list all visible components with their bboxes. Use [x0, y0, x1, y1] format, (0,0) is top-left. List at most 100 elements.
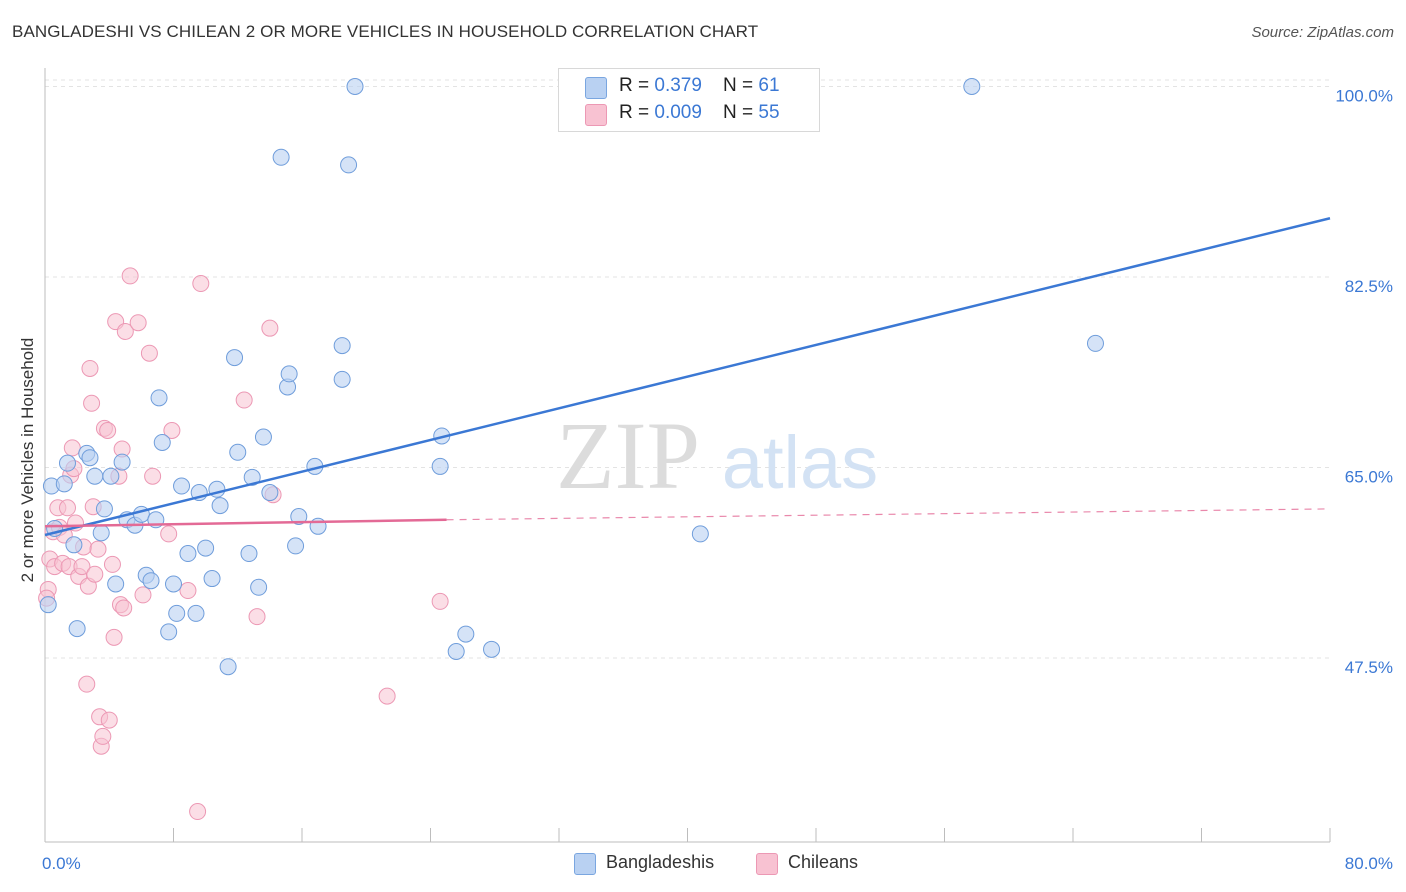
- chilean-point: [103, 555, 121, 573]
- x-tick-label: 80.0%: [1345, 854, 1393, 873]
- chilean-point: [89, 540, 107, 558]
- bangladeshi-point: [81, 449, 99, 467]
- y-tick-label: 100.0%: [1335, 87, 1393, 106]
- bangladeshi-point: [243, 468, 261, 486]
- chilean-point: [86, 565, 104, 583]
- source-label: Source: ZipAtlas.com: [1251, 24, 1394, 41]
- chileans-legend-swatch: [756, 853, 778, 875]
- bangladeshi-point: [173, 477, 191, 495]
- bangladeshi-point: [346, 78, 364, 96]
- n-label: N =: [723, 75, 759, 96]
- bangladeshis-trend-line: [44, 217, 1331, 537]
- bangladeshis-swatch: [585, 77, 607, 99]
- bangladeshi-point: [211, 497, 229, 515]
- chilean-point: [116, 322, 134, 340]
- chart-title: BANGLADESHI VS CHILEAN 2 OR MORE VEHICLE…: [12, 22, 759, 41]
- chilean-point: [115, 599, 133, 617]
- chilean-point: [163, 422, 181, 440]
- gridlines: [45, 79, 1330, 659]
- n-value: 61: [758, 75, 780, 96]
- bangladeshi-point: [55, 475, 73, 493]
- bangladeshi-point: [58, 454, 76, 472]
- bangladeshi-point: [95, 500, 113, 518]
- bangladeshi-point: [187, 604, 205, 622]
- chileans-points: [38, 267, 449, 821]
- bangladeshi-point: [226, 349, 244, 367]
- watermark: ZIP atlas: [556, 402, 878, 509]
- chilean-point: [431, 592, 449, 610]
- stats-legend: R = 0.379 N = 61 R = 0.009 N = 55: [558, 68, 820, 132]
- bangladeshi-point: [179, 545, 197, 563]
- chilean-point: [261, 319, 279, 337]
- chilean-point: [99, 422, 117, 440]
- chilean-point: [192, 275, 210, 293]
- r-label: R =: [619, 102, 655, 123]
- chilean-point: [81, 359, 99, 377]
- chileans-legend-label: Chileans: [788, 852, 859, 872]
- chilean-point: [121, 267, 139, 285]
- chilean-point: [129, 314, 147, 332]
- chilean-point: [94, 727, 112, 745]
- trend-lines: [44, 217, 1331, 537]
- axes: [44, 68, 1331, 843]
- chilean-point: [144, 467, 162, 485]
- chileans-swatch: [585, 104, 607, 126]
- bangladeshi-point: [113, 453, 131, 471]
- bangladeshi-point: [102, 467, 120, 485]
- bangladeshi-point: [1086, 334, 1104, 352]
- bangladeshi-point: [333, 337, 351, 355]
- chilean-point: [73, 558, 91, 576]
- watermark-atlas: atlas: [722, 421, 878, 504]
- chileans-trend-extension: [446, 508, 1331, 521]
- chilean-point: [83, 394, 101, 412]
- bangladeshi-point: [691, 525, 709, 543]
- chilean-point: [63, 439, 81, 457]
- bangladeshi-point: [483, 640, 501, 658]
- bangladeshi-point: [203, 570, 221, 588]
- x-tick-label: 0.0%: [42, 854, 81, 873]
- bangladeshi-point: [68, 620, 86, 638]
- chilean-point: [58, 499, 76, 517]
- chilean-point: [189, 803, 207, 821]
- watermark-zip: ZIP: [556, 402, 700, 509]
- bangladeshi-point: [219, 658, 237, 676]
- bangladeshi-point: [963, 78, 981, 96]
- y-tick-label: 65.0%: [1345, 468, 1393, 487]
- bangladeshi-point: [229, 443, 247, 461]
- bangladeshi-point: [290, 508, 308, 526]
- chileans-trend-line: [44, 518, 447, 528]
- chilean-point: [378, 687, 396, 705]
- bangladeshi-point: [431, 457, 449, 475]
- bangladeshi-point: [65, 536, 83, 554]
- chilean-point: [179, 582, 197, 600]
- bangladeshi-point: [92, 524, 110, 542]
- bangladeshis-points: [39, 78, 1104, 676]
- chilean-point: [134, 586, 152, 604]
- chilean-point: [160, 525, 178, 543]
- bangladeshi-point: [197, 539, 215, 557]
- bangladeshi-point: [333, 370, 351, 388]
- chilean-point: [78, 675, 96, 693]
- bangladeshi-point: [280, 365, 298, 383]
- r-value: 0.379: [654, 75, 702, 96]
- bangladeshi-point: [254, 428, 272, 446]
- r-value: 0.009: [654, 102, 702, 123]
- bangladeshi-point: [39, 596, 57, 614]
- bangladeshis-legend-label: Bangladeshis: [606, 852, 715, 872]
- bangladeshi-point: [261, 484, 279, 502]
- bangladeshi-point: [457, 625, 475, 643]
- chilean-point: [140, 344, 158, 362]
- bangladeshi-point: [142, 572, 160, 590]
- bangladeshi-point: [340, 156, 358, 174]
- r-label: R =: [619, 75, 655, 96]
- bangladeshi-point: [165, 575, 182, 593]
- y-tick-label: 82.5%: [1345, 277, 1393, 296]
- bangladeshi-point: [153, 433, 171, 451]
- n-label: N =: [723, 102, 759, 123]
- bangladeshis-legend-swatch: [574, 853, 596, 875]
- bangladeshi-point: [107, 575, 125, 593]
- bangladeshi-point: [447, 642, 465, 660]
- bangladeshi-point: [86, 467, 104, 485]
- bangladeshi-point: [250, 578, 268, 596]
